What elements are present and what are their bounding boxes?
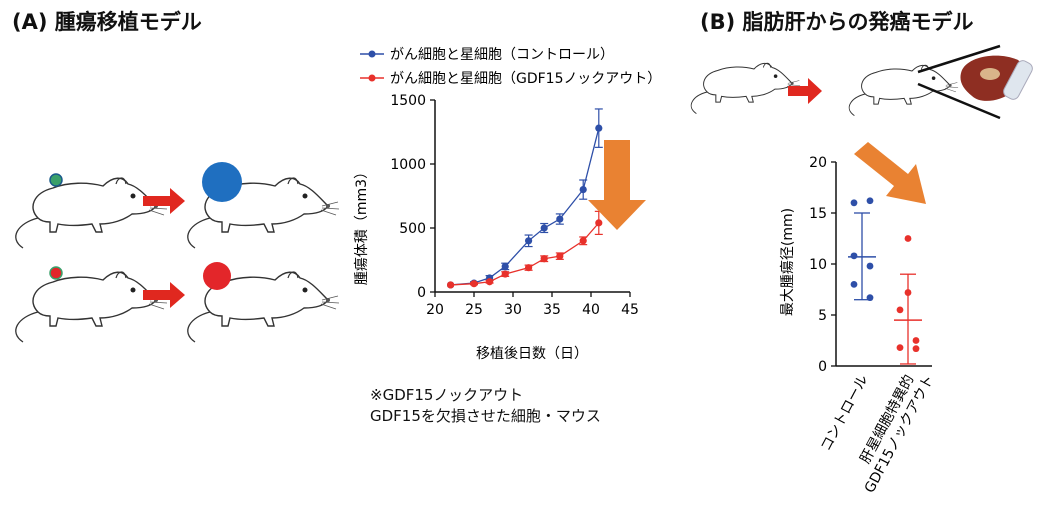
- mouse-b-right: [848, 44, 1001, 120]
- x-tick-label: 45: [621, 302, 639, 318]
- data-point: [525, 264, 533, 272]
- note-line-1: ※GDF15ノックアウト: [370, 386, 524, 404]
- scatter-point: [850, 281, 858, 288]
- x-axis-label: 移植後日数（日）: [476, 346, 588, 362]
- liver-icon: [960, 55, 1033, 101]
- series-line-1: [450, 222, 600, 286]
- note: ※GDF15ノックアウト GDF15を欠損させた細胞・マウス: [370, 385, 601, 427]
- scatter-point: [912, 337, 920, 344]
- data-point: [556, 252, 564, 260]
- data-point: [501, 270, 509, 278]
- tumor-control: [202, 162, 242, 202]
- scatter-y-axis-label: 最大腫瘍径(mm): [779, 208, 796, 316]
- orange-down-arrow: [588, 140, 646, 230]
- note-line-2: GDF15を欠損させた細胞・マウス: [370, 407, 601, 425]
- mouse-control-before: [15, 173, 168, 249]
- scatter-point: [896, 344, 904, 352]
- legend-item-knockout: がん細胞と星細胞（GDF15ノックアウト）: [360, 71, 661, 87]
- data-point: [486, 278, 494, 286]
- scatter-point: [896, 306, 904, 314]
- scatter-point: [866, 262, 874, 270]
- data-point: [501, 262, 509, 270]
- scatter-point: [912, 345, 920, 353]
- legend-item-control: がん細胞と星細胞（コントロール）: [360, 47, 614, 63]
- y-tick-label: 500: [399, 221, 426, 237]
- scatter-point: [866, 294, 874, 302]
- tumor-knockout: [203, 262, 231, 290]
- mouse-knockout-before: [15, 266, 168, 343]
- tumor-seed-knockout: [49, 266, 63, 280]
- scatter-point: [866, 197, 874, 205]
- x-tick-label: 35: [543, 302, 561, 318]
- x-tick-label: 30: [504, 302, 522, 318]
- scatter-y-tick-label: 20: [809, 155, 827, 171]
- x-tick-label: 40: [582, 302, 600, 318]
- scatter-chart-marks: [848, 197, 922, 365]
- scatter-point: [904, 235, 912, 242]
- arrow-red-b: [788, 78, 822, 104]
- scatter-point: [904, 289, 912, 296]
- y-tick-label: 1000: [390, 157, 426, 173]
- scatter-y-tick-label: 0: [818, 359, 827, 375]
- x-tick-label: 25: [465, 302, 483, 318]
- data-point: [579, 237, 587, 245]
- scatter-y-tick-label: 15: [809, 206, 827, 222]
- data-point: [447, 281, 455, 289]
- arrow-red-2: [143, 282, 185, 308]
- category-label: コントロール: [818, 372, 872, 454]
- data-point: [579, 186, 587, 194]
- y-tick-label: 1500: [390, 93, 426, 109]
- y-tick-label: 0: [417, 285, 426, 301]
- line-chart: がん細胞と星細胞（コントロール） がん細胞と星細胞（GDF15ノックアウト） 0…: [353, 47, 661, 362]
- mouse-b-left: [690, 62, 801, 115]
- data-point: [595, 124, 603, 132]
- panel-a-title: (A) 腫瘍移植モデル: [12, 10, 202, 34]
- data-point: [525, 237, 533, 245]
- tumor-seed-control: [49, 173, 63, 187]
- scatter-y-tick-label: 10: [809, 257, 827, 273]
- data-point: [470, 280, 478, 288]
- scatter-point: [850, 252, 858, 260]
- arrow-red-1: [143, 188, 185, 214]
- data-point: [540, 255, 548, 263]
- line-chart-marks: [447, 108, 603, 289]
- data-point: [556, 215, 564, 223]
- mouse-knockout-after: [187, 262, 340, 343]
- legend-label-knockout: がん細胞と星細胞（GDF15ノックアウト）: [390, 71, 661, 87]
- scatter-y-tick-label: 5: [818, 308, 827, 324]
- scatter-point: [850, 199, 858, 207]
- series-line-0: [450, 128, 600, 286]
- panel-b-title: (B) 脂肪肝からの発癌モデル: [700, 10, 974, 34]
- y-axis-label: 腫瘍体積（mm3）: [353, 165, 370, 285]
- data-point: [540, 224, 548, 232]
- mouse-control-after: [187, 162, 340, 249]
- data-point: [595, 219, 603, 227]
- x-tick-label: 20: [426, 302, 444, 318]
- orange-diagonal-arrow: [854, 142, 926, 204]
- legend-label-control: がん細胞と星細胞（コントロール）: [390, 47, 614, 63]
- legend: がん細胞と星細胞（コントロール） がん細胞と星細胞（GDF15ノックアウト）: [360, 47, 661, 87]
- line-chart-axes: 0 500 1000 1500 20 25 30 35 40 45: [390, 93, 639, 318]
